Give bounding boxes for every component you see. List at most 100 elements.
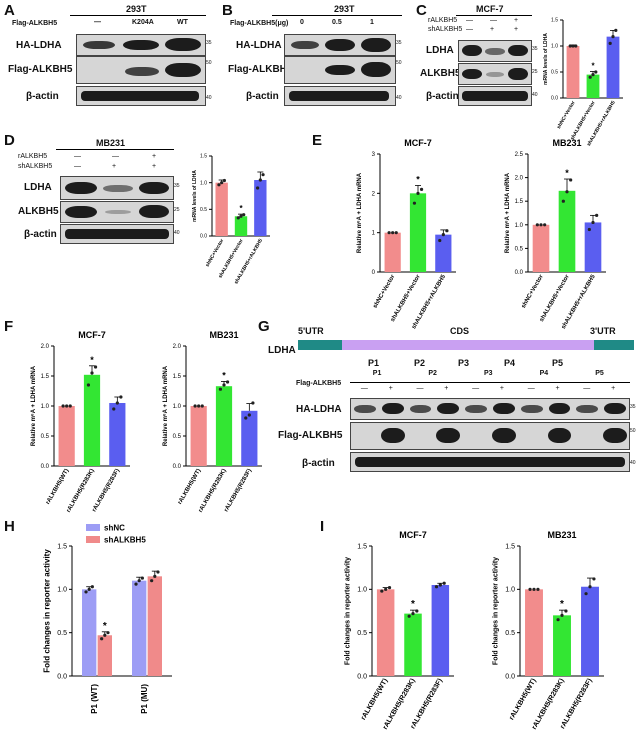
panel-letter-f: F xyxy=(4,318,14,335)
panel-g-row-label: Flag-ALKBH5 xyxy=(278,430,343,441)
data-point xyxy=(419,187,424,191)
data-point xyxy=(61,404,65,408)
bar xyxy=(384,232,401,272)
bar xyxy=(215,182,228,236)
mw-marker: 40 xyxy=(174,230,180,236)
lane-probe-label: P4 xyxy=(539,370,549,377)
mw-marker: 35 xyxy=(206,40,212,46)
data-point xyxy=(535,223,539,227)
data-point xyxy=(441,233,445,237)
data-point xyxy=(411,612,415,616)
bar xyxy=(58,406,75,466)
blot-strip xyxy=(350,422,630,450)
panel-a-row-header: Flag-ALKBH5 xyxy=(12,20,58,27)
lane-probe-label: P2 xyxy=(428,370,437,377)
data-point xyxy=(569,178,573,182)
y-tick-label: 0.0 xyxy=(200,234,207,240)
blot-band xyxy=(291,41,319,49)
data-point xyxy=(384,587,388,591)
blot-band xyxy=(437,403,460,414)
mw-marker: 35 xyxy=(630,404,636,410)
significance-mark: * xyxy=(560,599,564,610)
data-point xyxy=(247,413,251,417)
blot-band xyxy=(65,206,97,218)
significance-mark: * xyxy=(90,355,94,365)
data-point xyxy=(156,570,160,574)
y-tick-label: 0.5 xyxy=(515,246,524,252)
data-point xyxy=(115,401,119,405)
bar xyxy=(553,615,571,676)
panel-d-cell-line: MB231 xyxy=(96,138,126,148)
panel-b-divider xyxy=(272,15,402,16)
bar xyxy=(404,613,422,676)
panel-letter-h: H xyxy=(4,518,15,535)
panel-g-utr5-label: 5'UTR xyxy=(298,326,324,336)
y-tick-label: 0.0 xyxy=(173,464,182,470)
blot-band xyxy=(355,457,625,467)
bar xyxy=(606,36,620,98)
bar xyxy=(132,580,147,676)
blot-band xyxy=(139,205,169,218)
data-point xyxy=(68,404,72,408)
blot-band xyxy=(493,403,515,414)
data-point xyxy=(258,178,262,182)
lane-mark: — xyxy=(416,385,424,392)
blot-band xyxy=(492,428,516,443)
blot-strip xyxy=(458,40,532,62)
data-point xyxy=(556,618,560,622)
lane-probe-label: P3 xyxy=(484,370,493,377)
data-point xyxy=(588,75,592,79)
lane-mark: + xyxy=(611,385,616,392)
blot-band xyxy=(289,91,389,101)
blot-strip xyxy=(350,398,630,420)
bar xyxy=(241,410,258,466)
bar xyxy=(190,406,207,466)
data-point xyxy=(220,181,224,185)
y-tick-label: 3 xyxy=(372,152,376,158)
cond-mark: + xyxy=(152,153,157,160)
data-point xyxy=(587,227,591,232)
x-tick-label: shNC+Vector xyxy=(372,273,396,309)
bar xyxy=(409,193,427,272)
x-tick-label: P1 (WT) xyxy=(90,684,99,714)
cond-mark: — xyxy=(466,26,473,33)
data-point xyxy=(584,592,588,596)
data-point xyxy=(594,70,598,74)
blot-strip xyxy=(458,63,532,85)
blot-band xyxy=(125,67,159,76)
panel-d-cond-label: rALKBH5 xyxy=(18,153,48,160)
y-tick-label: 1.5 xyxy=(41,374,50,380)
bar xyxy=(97,635,112,676)
x-tick-label: rALKBH5(R283K) xyxy=(66,468,96,514)
blot-strip xyxy=(76,86,206,106)
panel-c-cond-label: shALKBH5 xyxy=(428,26,463,33)
blot-band xyxy=(508,45,528,56)
data-point xyxy=(90,371,94,375)
significance-mark: * xyxy=(591,61,595,70)
mw-marker: 50 xyxy=(206,60,212,66)
cond-mark: — xyxy=(74,153,81,160)
y-tick-label: 0.0 xyxy=(57,673,67,680)
data-point xyxy=(438,238,442,243)
data-point xyxy=(236,216,240,220)
cond-mark: — xyxy=(490,17,497,24)
mw-marker: 35 xyxy=(532,46,538,52)
y-tick-label: 0.0 xyxy=(41,464,50,470)
legend-label: shALKBH5 xyxy=(104,536,146,545)
y-tick-label: 1.5 xyxy=(57,543,67,550)
y-tick-label: 0.5 xyxy=(357,630,367,637)
y-tick-label: 0.0 xyxy=(515,270,524,276)
y-tick-label: 2.0 xyxy=(41,344,50,350)
mw-marker: 40 xyxy=(532,92,538,98)
data-point xyxy=(217,183,221,187)
x-tick-label: rALKBH5(R283F) xyxy=(410,678,444,731)
y-tick-label: 0.5 xyxy=(173,434,182,440)
panel-c-divider xyxy=(456,15,532,16)
data-point xyxy=(387,231,391,235)
y-tick-label: 1.0 xyxy=(505,587,515,594)
panel-letter-g: G xyxy=(258,318,270,335)
cond-mark: — xyxy=(112,153,119,160)
bar xyxy=(147,576,162,676)
blot-band xyxy=(381,403,404,414)
